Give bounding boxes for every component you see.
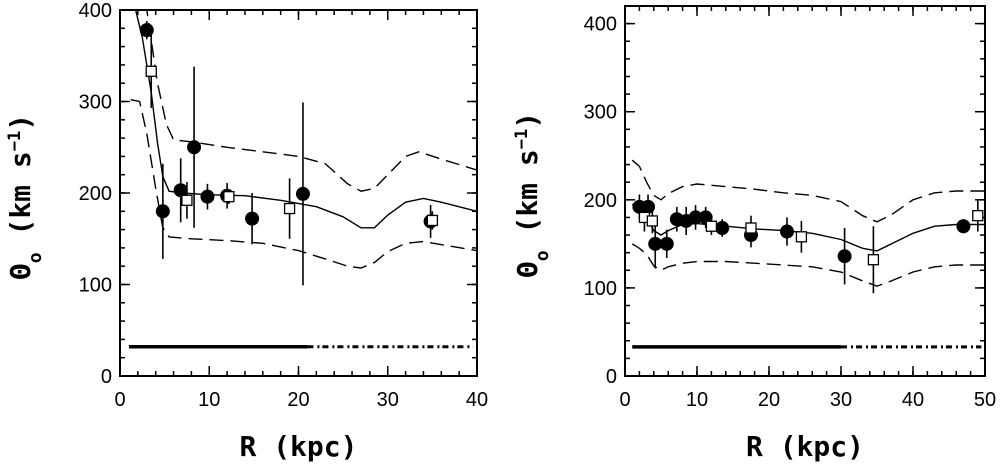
- y-label-ylabel-sup: −1: [512, 129, 532, 149]
- y-axis-label: Θo (km s−1): [4, 114, 46, 280]
- data-point-filled: [187, 140, 202, 155]
- y-tick-label: 100: [79, 275, 112, 297]
- data-point-open: [145, 65, 157, 77]
- label-space: [4, 236, 37, 253]
- y-label-ylabel-close: ): [4, 114, 37, 131]
- x-tick-label: 30: [830, 389, 852, 411]
- data-point-filled: [715, 221, 730, 235]
- data-point-filled: [173, 183, 188, 198]
- data-point-open: [705, 220, 718, 232]
- model-upper-bound: [146, 10, 477, 192]
- data-point-open: [795, 231, 808, 243]
- data-point-filled: [295, 186, 310, 201]
- model-upper-bound: [631, 159, 985, 223]
- x-tick-label: 10: [686, 389, 708, 411]
- data-point-open: [972, 210, 984, 222]
- x-tick-label: 40: [466, 389, 488, 411]
- x-tick-label: 20: [287, 389, 309, 411]
- y-tick-label: 0: [101, 366, 112, 388]
- y-tick-label: 200: [79, 183, 112, 205]
- x-tick-label: 10: [198, 389, 220, 411]
- y-tick-label: 0: [606, 366, 617, 388]
- y-axis-label: Θo (km s−1): [511, 112, 553, 278]
- model-lower-bound: [130, 99, 477, 269]
- data-point-filled: [200, 189, 215, 204]
- y-tick-label: 200: [584, 190, 617, 212]
- y-label-ylabel-sub: o: [25, 252, 46, 263]
- x-tick-label: 30: [377, 389, 399, 411]
- x-tick-label: 50: [974, 389, 996, 411]
- data-point-open: [646, 215, 659, 227]
- data-point-filled: [245, 211, 260, 226]
- x-tick-label: 0: [114, 389, 125, 411]
- data-point-open: [223, 191, 235, 203]
- data-point-filled: [837, 249, 852, 264]
- data-point-open: [745, 222, 757, 234]
- y-tick-label: 400: [584, 14, 617, 36]
- x-tick-label: 0: [619, 389, 630, 411]
- data-point-filled: [659, 236, 674, 251]
- x-axis-label: R (kpc): [239, 430, 357, 463]
- x-tick-label: 20: [758, 389, 780, 411]
- y-label-ylabel-sub: o: [532, 250, 553, 261]
- y-tick-label: 400: [79, 0, 112, 22]
- plot-content: [128, 10, 477, 349]
- y-label-ylabel: Θ: [511, 261, 544, 278]
- label-space: [511, 234, 544, 251]
- y-label-ylabel: Θ: [4, 263, 37, 280]
- data-point-filled: [688, 210, 703, 225]
- right-panel: 0 10 20 30 40 50 0 100 200 300 400 R (kpc) Θo (km s−…: [511, 5, 996, 463]
- data-point-filled: [155, 204, 170, 219]
- model-lower-bound: [631, 243, 985, 287]
- data-point-filled: [648, 236, 663, 251]
- data-point-open: [283, 202, 296, 215]
- data-point-filled: [780, 224, 794, 239]
- x-tick-label: 40: [902, 389, 924, 411]
- y-tick-label: 300: [584, 102, 617, 124]
- data-point-filled: [139, 23, 154, 38]
- plot-frame: [624, 5, 986, 377]
- data-point-open: [426, 214, 439, 227]
- y-label-ylabel-units: (km s: [511, 149, 544, 233]
- y-label-ylabel-units: (km s: [4, 151, 37, 235]
- plot-content: [631, 159, 985, 349]
- data-point-filled: [956, 219, 971, 234]
- data-point-open: [181, 194, 193, 206]
- data-point-open: [867, 254, 880, 266]
- x-axis-label: R (kpc): [746, 430, 864, 463]
- model-curve: [134, 10, 477, 229]
- y-label-ylabel-close: ): [511, 112, 544, 129]
- y-tick-label: 100: [584, 278, 617, 300]
- y-label-ylabel-sup: −1: [5, 131, 25, 151]
- y-tick-label: 300: [79, 92, 112, 114]
